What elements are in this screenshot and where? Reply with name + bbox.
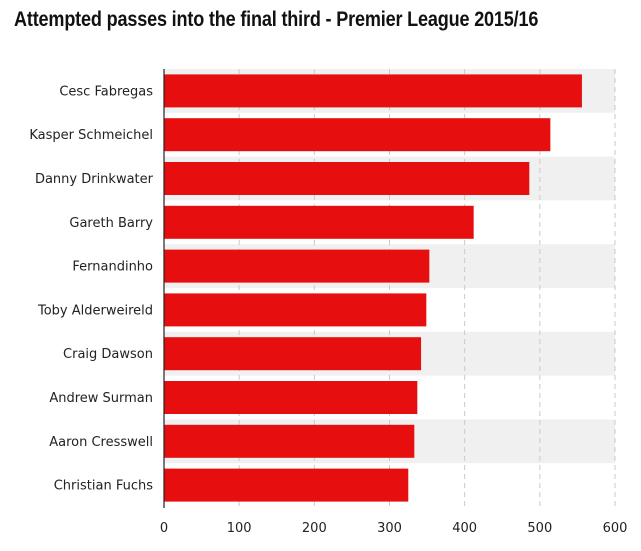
bar bbox=[164, 249, 430, 283]
bar bbox=[164, 74, 582, 108]
bar bbox=[164, 162, 530, 195]
x-tick-label: 400 bbox=[452, 521, 477, 536]
category-label: Fernandinho bbox=[72, 260, 153, 275]
category-label: Craig Dawson bbox=[63, 347, 153, 362]
category-label: Gareth Barry bbox=[69, 216, 153, 231]
category-label: Andrew Surman bbox=[49, 391, 153, 406]
bar bbox=[164, 337, 422, 371]
x-tick-label: 500 bbox=[527, 521, 552, 536]
chart-title: Attempted passes into the final third - … bbox=[14, 8, 539, 31]
category-label: Christian Fuchs bbox=[54, 479, 153, 494]
category-label: Toby Alderweireld bbox=[37, 303, 153, 318]
bar bbox=[164, 381, 418, 414]
category-label: Aaron Cresswell bbox=[49, 435, 153, 450]
x-tick-label: 600 bbox=[603, 521, 628, 536]
bar bbox=[164, 205, 474, 239]
bar bbox=[164, 293, 427, 327]
bar bbox=[164, 468, 409, 502]
bar bbox=[164, 118, 551, 152]
bar bbox=[164, 424, 415, 458]
x-tick-label: 200 bbox=[302, 521, 327, 536]
x-tick-label: 300 bbox=[377, 521, 402, 536]
category-label: Danny Drinkwater bbox=[35, 172, 154, 187]
x-tick-label: 100 bbox=[227, 521, 252, 536]
category-label: Cesc Fabregas bbox=[59, 84, 153, 99]
category-label: Kasper Schmeichel bbox=[29, 128, 153, 143]
x-tick-label: 0 bbox=[160, 521, 168, 536]
